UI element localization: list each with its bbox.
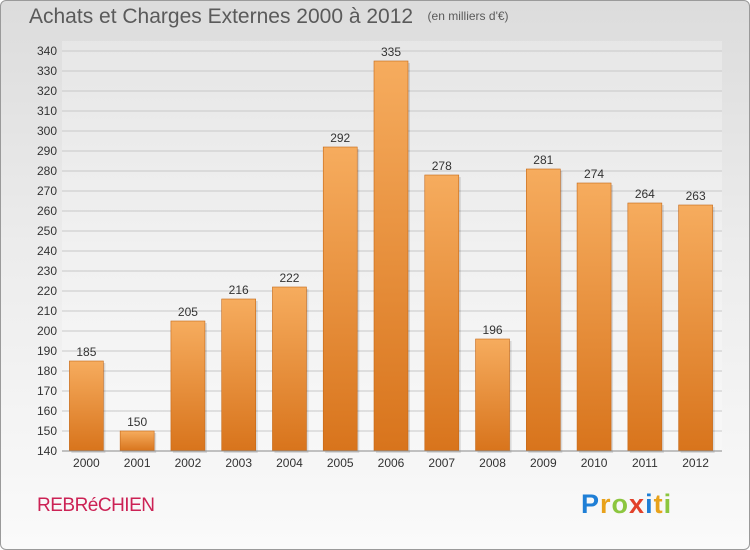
x-tick-label: 2005 [327, 456, 354, 470]
bar-2003 [221, 298, 256, 452]
data-label: 278 [432, 159, 452, 173]
logo-letter: P [581, 489, 601, 519]
logo-letter: r [600, 489, 612, 519]
bar-2005 [322, 146, 358, 452]
bars [69, 60, 715, 453]
bar-2002 [170, 320, 206, 452]
bar-2006 [373, 60, 409, 452]
x-tick-label: 2007 [428, 456, 455, 470]
data-label: 281 [533, 153, 553, 167]
x-tick-label: 2011 [632, 456, 658, 470]
y-tick-label: 210 [37, 304, 57, 318]
y-tick-label: 170 [37, 384, 57, 398]
y-tick-label: 320 [37, 84, 57, 98]
data-label: 205 [178, 305, 198, 319]
x-axis-ticks: 2000 2001 2002 2003 2004 2005 2006 2007 2008 2009… [62, 450, 722, 470]
data-labels: 185 150 205 216 222 292 335 278 196 281 274 264 263 [76, 45, 706, 429]
data-label: 150 [127, 415, 147, 429]
data-label: 263 [686, 189, 706, 203]
x-tick-label: 2001 [124, 456, 151, 470]
x-tick-label: 2003 [225, 456, 252, 470]
x-tick-label: 2006 [378, 456, 405, 470]
x-tick-label: 2009 [530, 456, 557, 470]
bar-2007 [424, 174, 460, 452]
y-tick-label: 270 [37, 184, 57, 198]
logo-letter: i [663, 489, 673, 519]
y-tick-label: 310 [37, 104, 57, 118]
logo-letter: t [653, 489, 664, 519]
data-label: 335 [381, 45, 401, 59]
y-tick-label: 200 [37, 324, 57, 338]
x-tick-label: 2000 [73, 456, 100, 470]
chart-title: Achats et Charges Externes 2000 à 2012 [29, 5, 414, 28]
logo-letter: x [629, 489, 646, 519]
y-tick-label: 290 [37, 144, 57, 158]
x-tick-label: 2008 [479, 456, 506, 470]
y-tick-label: 220 [37, 284, 57, 298]
y-tick-label: 160 [37, 404, 57, 418]
bar-2000 [69, 360, 104, 452]
y-tick-label: 240 [37, 244, 57, 258]
y-tick-label: 140 [37, 444, 57, 458]
data-label: 292 [330, 131, 350, 145]
x-tick-label: 2010 [581, 456, 608, 470]
y-tick-label: 250 [37, 224, 57, 238]
bar-2010 [576, 182, 612, 452]
y-tick-label: 230 [37, 264, 57, 278]
bar-2012 [678, 204, 713, 452]
y-tick-label: 150 [37, 424, 57, 438]
y-tick-label: 300 [37, 124, 57, 138]
proxiti-logo: Proxiti [581, 489, 672, 520]
data-label: 264 [635, 187, 655, 201]
data-label: 274 [584, 167, 604, 181]
place-name: REBRéCHIEN [37, 495, 155, 516]
x-tick-label: 2002 [175, 456, 202, 470]
data-label: 222 [279, 271, 299, 285]
y-tick-label: 180 [37, 364, 57, 378]
bar-2001 [119, 430, 155, 452]
y-tick-label: 340 [37, 44, 57, 58]
bar-2011 [627, 202, 663, 452]
y-tick-label: 260 [37, 204, 57, 218]
data-label: 185 [76, 345, 96, 359]
data-label: 216 [229, 283, 249, 297]
y-tick-label: 280 [37, 164, 57, 178]
logo-letter: i [645, 489, 654, 519]
chart-title-row: Achats et Charges Externes 2000 à 2012 (… [29, 5, 509, 29]
y-tick-label: 190 [37, 344, 57, 358]
x-tick-label: 2012 [682, 456, 709, 470]
bar-2008 [475, 338, 510, 452]
logo-letter: o [611, 489, 630, 519]
bar-2009 [526, 168, 561, 452]
bar-2004 [272, 286, 307, 452]
x-tick-label: 2004 [276, 456, 303, 470]
chart-subtitle: (en milliers d'€) [427, 9, 509, 23]
y-tick-label: 330 [37, 64, 57, 78]
data-label: 196 [483, 323, 503, 337]
y-axis-ticks: 140 150 160 170 180 190 200 210 220 230 240 250 260 2… [37, 44, 57, 458]
